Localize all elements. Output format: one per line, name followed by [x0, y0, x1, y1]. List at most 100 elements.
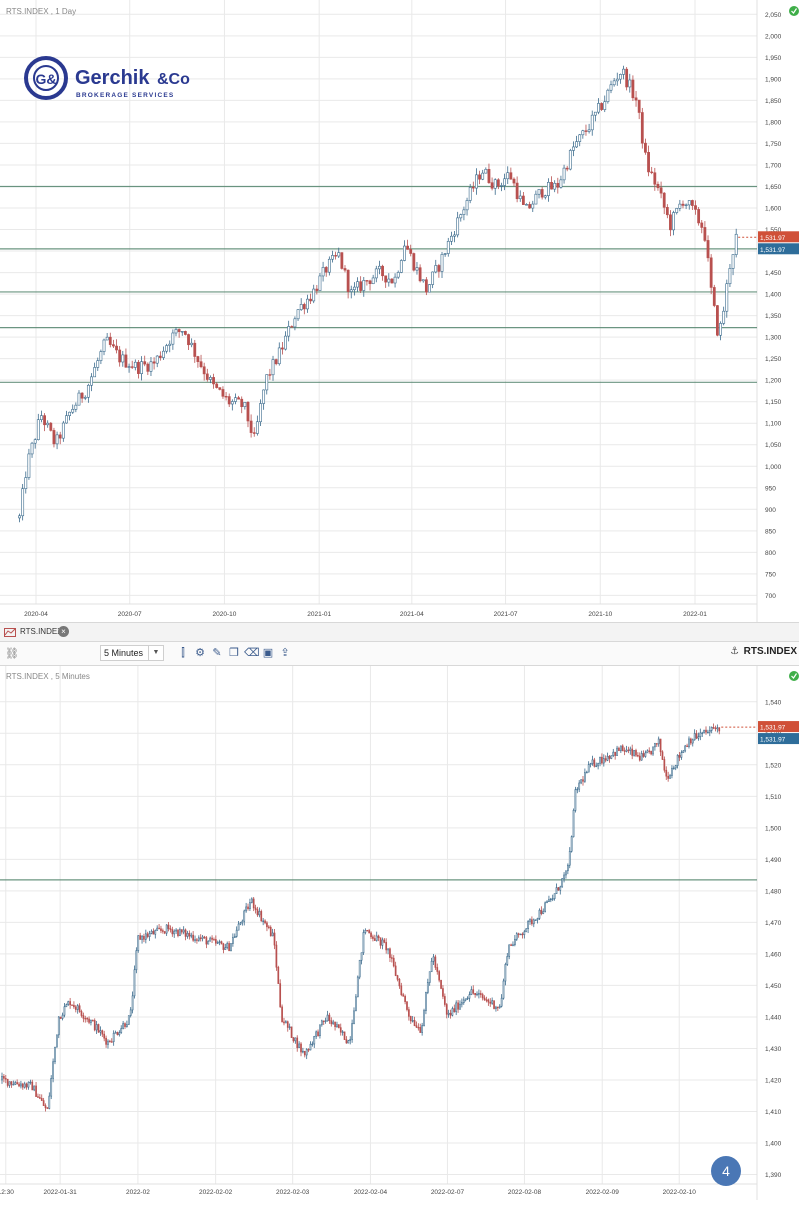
candle-body	[373, 938, 376, 941]
candle-body	[578, 134, 582, 142]
y-tick-label: 1,440	[765, 1014, 782, 1021]
candle-body	[384, 275, 388, 283]
candle-body	[447, 1012, 450, 1015]
candle-body	[650, 171, 654, 174]
candle-body	[331, 255, 334, 260]
candle-body	[165, 924, 168, 934]
candle-body	[478, 174, 481, 180]
candle-body	[118, 349, 122, 363]
template-icon[interactable]: ▣	[262, 647, 274, 659]
candle-body	[705, 729, 707, 733]
candle-body	[478, 993, 480, 995]
candle-body	[570, 836, 573, 852]
candle-body	[107, 1040, 109, 1045]
candle-body	[36, 419, 40, 440]
candle-body	[298, 1043, 300, 1048]
candle-body	[432, 956, 435, 962]
candle-body	[434, 956, 437, 968]
candles	[1, 723, 721, 1112]
candle-body	[712, 287, 716, 306]
settings-icon[interactable]: ⚙	[195, 647, 205, 659]
candle-body	[277, 966, 280, 984]
layers-icon[interactable]: ❐	[229, 647, 239, 659]
candle-body	[91, 1019, 94, 1022]
candle-body	[312, 288, 316, 302]
candle-body	[190, 934, 193, 937]
candle-body	[648, 750, 651, 752]
candle-body	[538, 909, 541, 919]
y-tick-label: 1,450	[765, 983, 782, 990]
candle-body	[589, 763, 592, 765]
candle-body	[684, 745, 687, 752]
candle-body	[604, 758, 607, 761]
interval-select[interactable]: 5 Minutes ▼	[100, 645, 164, 661]
candle-body	[578, 782, 581, 790]
candle-body	[40, 1098, 43, 1101]
candle-body	[672, 767, 675, 770]
candle-body	[695, 733, 698, 739]
candle-body	[512, 944, 514, 946]
candle-body	[528, 204, 532, 209]
candle-body	[669, 214, 672, 231]
candle-body	[311, 1043, 314, 1046]
candle-body	[525, 928, 528, 933]
candle-body	[491, 1000, 494, 1004]
chevron-down-icon[interactable]: ▼	[148, 646, 163, 660]
candle-body	[593, 759, 596, 767]
chart-tab-label[interactable]: RTS.INDEX	[20, 627, 63, 636]
candle-body	[659, 187, 663, 194]
candle-body	[239, 922, 242, 925]
candle-body	[487, 169, 491, 183]
candle-body	[129, 1009, 132, 1016]
candle-body	[487, 999, 490, 1003]
candle-body	[99, 1030, 102, 1033]
candle-body	[40, 415, 43, 420]
y-tick-label: 1,200	[765, 378, 782, 385]
x-tick-label: 2021-04	[400, 611, 424, 618]
candle-body	[621, 745, 624, 751]
candle-body	[540, 909, 543, 914]
daily-chart-panel[interactable]: 2,050 2,000 1,950 1,900 1,850 1,800 1,750 1,700…	[0, 0, 799, 622]
candle-body	[222, 943, 225, 950]
candle-body	[112, 1032, 115, 1043]
candle-body	[428, 284, 431, 293]
anchor-icon[interactable]: ⚓	[730, 646, 739, 657]
intraday-chart-svg[interactable]: 1,5401,5301,5201,5101,5001,4901,4801,470…	[0, 666, 799, 1200]
check-icon	[791, 8, 797, 14]
candle-body	[503, 178, 507, 186]
candle-body	[124, 1023, 126, 1027]
candle-body	[521, 933, 524, 936]
daily-chart-svg[interactable]: 2,050 2,000 1,950 1,900 1,850 1,800 1,750 1,700…	[0, 0, 799, 622]
close-icon[interactable]: ×	[58, 626, 69, 637]
candle-body	[387, 278, 391, 283]
candle-body	[332, 1021, 335, 1025]
candle-body	[619, 745, 622, 752]
candle-body	[321, 267, 325, 277]
candle-body	[443, 996, 446, 1005]
eraser-icon[interactable]: ⌫	[244, 647, 260, 659]
candle-body	[356, 281, 359, 288]
y-tick-label: 750	[765, 571, 776, 578]
candle-body	[443, 253, 447, 255]
candle-body	[190, 342, 194, 346]
candle-body	[77, 392, 81, 406]
candle-body	[438, 971, 441, 981]
candle-body	[163, 931, 166, 934]
candle-body	[595, 765, 598, 767]
candle-body	[71, 1004, 73, 1006]
candle-body	[622, 68, 625, 75]
intraday-chart-panel[interactable]: 1,5401,5301,5201,5101,5001,4901,4801,470…	[0, 666, 799, 1200]
drawing-tools: ⫿ ⚙ ✎ ❐ ⌫ ▣ ⇪	[176, 645, 292, 661]
candle-body	[43, 415, 46, 426]
draw-line-icon[interactable]: ✎	[212, 647, 222, 659]
candle-body	[637, 99, 641, 113]
candle-body	[306, 298, 309, 310]
symbol-label[interactable]: RTS.INDEX	[743, 646, 797, 657]
candle-body	[127, 366, 131, 368]
candle-type-icon[interactable]: ⫿	[181, 647, 185, 659]
candle-body	[618, 74, 622, 80]
export-icon[interactable]: ⇪	[280, 647, 290, 659]
link-icon[interactable]: ⛓	[5, 648, 19, 660]
candle-body	[453, 1008, 456, 1013]
candle-body	[296, 309, 300, 320]
